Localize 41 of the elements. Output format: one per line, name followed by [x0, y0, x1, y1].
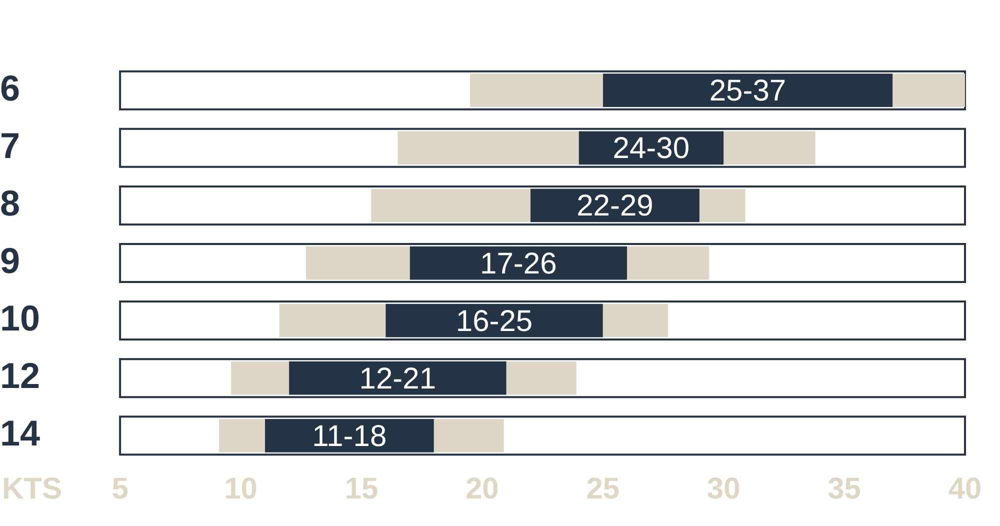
bar: [371, 188, 530, 222]
bar: [231, 361, 290, 395]
bar: [410, 246, 628, 280]
bar: [306, 246, 410, 280]
x-tick-label: 5: [112, 472, 128, 506]
x-tick-label: 25: [586, 472, 620, 506]
y-tick-label: 10: [0, 297, 40, 338]
data-label: 11-18: [312, 420, 387, 453]
data-label: 22-29: [576, 190, 654, 223]
bar: [506, 361, 576, 395]
y-tick-label: 6: [0, 67, 20, 108]
y-tick-label: 14: [0, 412, 40, 454]
y-tick-label: 12: [0, 355, 40, 396]
x-tick-label: 10: [224, 472, 258, 506]
bar: [264, 418, 434, 452]
bar: [627, 246, 710, 280]
bar: [434, 418, 504, 452]
x-tick-label: 20: [465, 472, 499, 506]
bar: [602, 304, 668, 338]
data-label: 12-21: [359, 362, 436, 396]
bar: [892, 74, 965, 108]
data-label: 17-26: [480, 247, 557, 280]
bar: [289, 361, 506, 395]
x-tick-label: 15: [344, 472, 378, 506]
bar: [398, 131, 579, 165]
bar: [219, 418, 265, 452]
bar: [699, 188, 746, 222]
y-tick-label: 8: [0, 182, 20, 224]
data-label: 16-25: [456, 304, 533, 338]
bar: [279, 304, 386, 338]
bar: [724, 131, 816, 165]
y-tick-label: 9: [0, 240, 20, 281]
x-tick-label: 35: [828, 472, 861, 506]
x-axis-title: KTS: [2, 472, 62, 506]
x-tick-label: 40: [948, 472, 982, 506]
data-label: 24-30: [612, 132, 690, 166]
bar: [386, 304, 603, 338]
bar: [470, 74, 603, 108]
y-tick-label: 7: [0, 124, 20, 166]
data-label: 25-37: [709, 74, 786, 108]
x-tick-label: 30: [706, 472, 740, 506]
